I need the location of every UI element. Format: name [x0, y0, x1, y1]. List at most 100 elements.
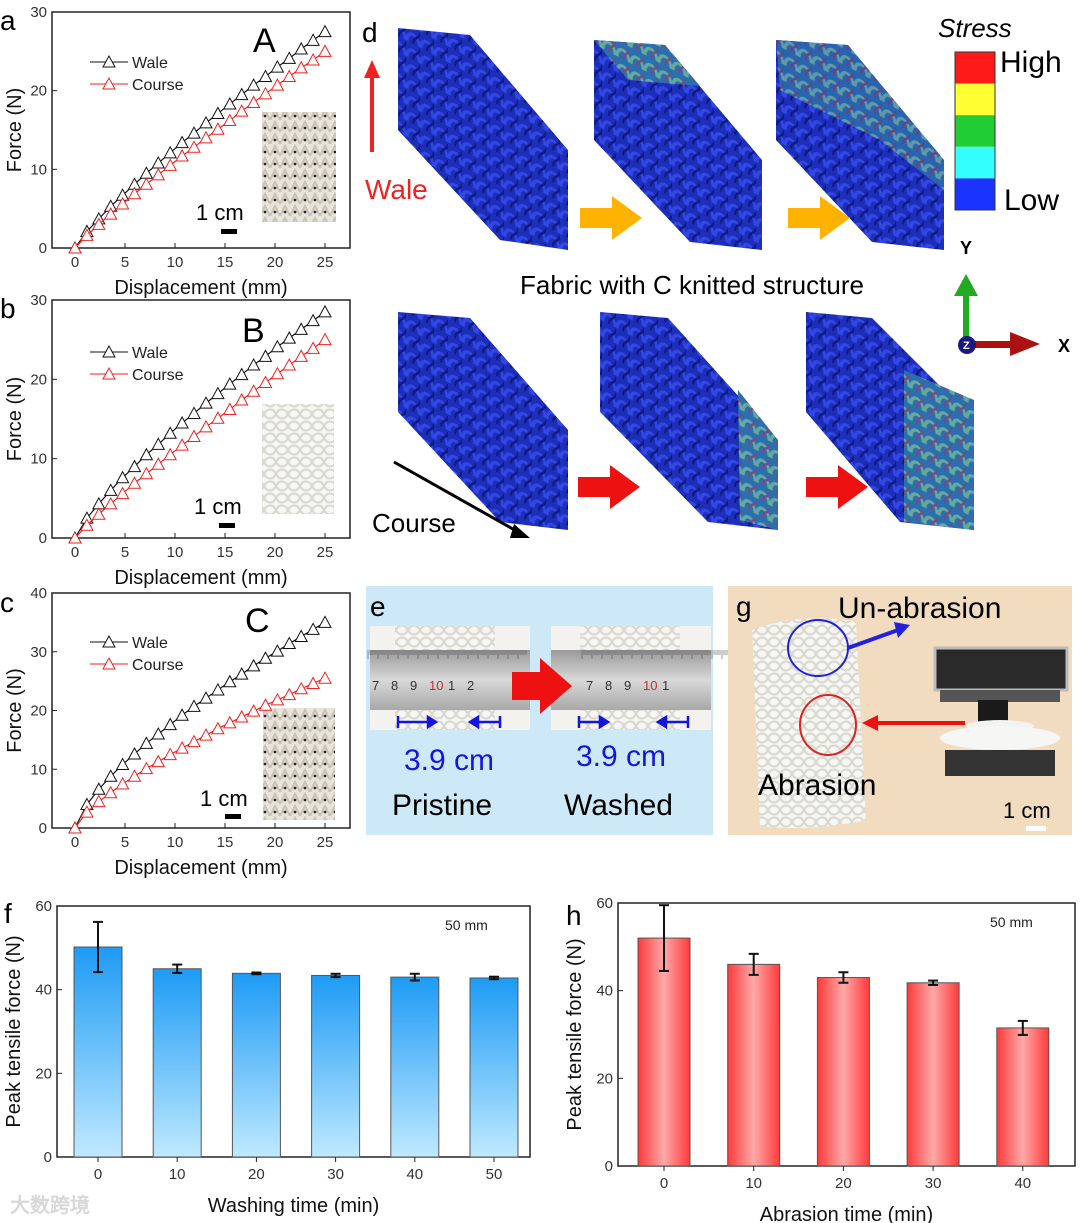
- x-tick-label: 40: [406, 1166, 423, 1183]
- wale-arrow-head: [364, 60, 380, 78]
- y-axis-label: Peak tensile force (N): [3, 935, 25, 1127]
- data-point-course: [187, 429, 201, 442]
- x-tick-label: 20: [267, 254, 284, 271]
- data-point-course: [103, 207, 118, 220]
- y-tick-label: 20: [596, 1070, 613, 1087]
- y-axis-label: Peak tensile force (N): [564, 938, 586, 1130]
- data-point-course: [187, 734, 201, 748]
- data-point-wale: [294, 629, 309, 642]
- x-axis-label: Washing time (min): [208, 1195, 380, 1217]
- x-tick-label: 10: [167, 254, 184, 271]
- data-point-wale: [234, 367, 249, 381]
- arrow-red-1: [578, 465, 640, 509]
- data-point-course: [187, 140, 201, 153]
- data-point-wale: [115, 470, 130, 484]
- chart-f: 0 20 40 60 0 10 20 30 40 50 50 mm Washing time (min…: [3, 898, 531, 1217]
- data-point-course: [80, 805, 94, 818]
- data-point-wale: [139, 447, 154, 461]
- fabric-photo-c: [263, 708, 335, 820]
- stress-region-course-2: [738, 390, 778, 530]
- panel-d: d Wale Fabric with C knitted structure C…: [362, 13, 1070, 538]
- data-point-wale: [199, 691, 213, 704]
- data-point-course: [80, 228, 94, 241]
- arrow-yellow-1: [580, 196, 642, 240]
- data-point-wale: [211, 682, 225, 696]
- measure-arrows: [396, 714, 690, 730]
- x-tick-label: 0: [71, 834, 79, 851]
- data-point-course: [270, 692, 285, 706]
- bar-20: [231, 972, 281, 1158]
- y-tick-label: 10: [30, 161, 47, 178]
- x-axis-label: Abrasion time (min): [760, 1204, 933, 1223]
- ruler-number: 2: [467, 678, 474, 693]
- axis-y-label: Y: [960, 238, 972, 258]
- course-arrow-head: [510, 524, 530, 538]
- bar-10: [152, 968, 202, 1158]
- data-point-wale: [139, 736, 154, 749]
- axis-triad-icon: Y Z X: [954, 238, 1070, 356]
- data-point-wale: [306, 33, 320, 46]
- x-axis-label: Displacement (mm): [114, 857, 287, 879]
- data-point-wale: [103, 769, 118, 782]
- data-point-wale: [151, 437, 166, 450]
- data-point-wale: [151, 726, 166, 740]
- data-point-course: [151, 167, 166, 181]
- data-point-course: [103, 496, 118, 510]
- scale-label-a: 1 cm: [196, 200, 244, 225]
- y-tick-label: 10: [30, 451, 47, 468]
- data-point-course: [115, 486, 130, 500]
- bar-40: [390, 976, 440, 1158]
- legend-marker: [102, 54, 116, 68]
- ruler-number: 9: [624, 678, 631, 693]
- data-point-course: [68, 820, 82, 834]
- y-tick-label: 40: [30, 585, 47, 602]
- panel-letter-f: f: [4, 898, 12, 929]
- data-point-wale: [246, 658, 261, 672]
- abrasion-tester-photo: [933, 646, 1069, 776]
- course-label: Course: [372, 508, 456, 538]
- knit-model-wale-1: [398, 28, 568, 250]
- data-point-course: [222, 402, 237, 415]
- x-tick-label: 20: [267, 544, 284, 561]
- ruler-number: 8: [605, 678, 612, 693]
- bar-10: [727, 963, 781, 1167]
- x-tick-label: 10: [745, 1175, 762, 1192]
- stress-color-1: [955, 83, 995, 116]
- data-point-course: [211, 721, 225, 735]
- wash-arrow: [512, 658, 572, 714]
- panel-tag-a: A: [253, 22, 276, 60]
- plot-frame: [56, 905, 531, 1158]
- x-axis-label: Displacement (mm): [114, 567, 287, 589]
- fabric-photo-a: [262, 112, 336, 222]
- x-tick-label: 10: [167, 544, 184, 561]
- data-point-wale: [222, 377, 237, 390]
- data-point-wale: [318, 24, 332, 38]
- abrasion-label: Abrasion: [758, 769, 876, 802]
- ruler-number: 1: [662, 678, 669, 693]
- data-point-wale: [222, 96, 237, 110]
- y-tick-label: 30: [30, 644, 47, 661]
- ruler-number: 8: [391, 678, 398, 693]
- x-tick-label: 50: [486, 1166, 503, 1183]
- un-abrasion-arrow-head: [894, 622, 910, 638]
- data-point-wale: [211, 106, 225, 119]
- legend-label-course: Course: [132, 657, 184, 674]
- x-tick-label: 20: [248, 1166, 265, 1183]
- data-point-course: [258, 698, 273, 711]
- data-point-course: [282, 358, 297, 371]
- data-point-wale: [282, 331, 297, 344]
- x-tick-label: 10: [169, 1166, 186, 1183]
- data-point-course: [222, 715, 237, 729]
- y-axis-label: Force (N): [4, 88, 26, 172]
- x-tick-label: 5: [121, 544, 129, 561]
- y-tick-label: 0: [39, 530, 47, 547]
- data-point-course: [211, 122, 225, 135]
- data-point-course: [318, 44, 332, 57]
- chart-b: 0 10 20 30 0 5 10 15 20 25 Displacement (mm) Force …: [4, 292, 351, 589]
- data-point-wale: [211, 386, 225, 400]
- x-tick-label: 0: [71, 544, 79, 561]
- data-point-course: [282, 687, 297, 701]
- x-tick-label: 10: [167, 834, 184, 851]
- data-point-course: [175, 438, 189, 451]
